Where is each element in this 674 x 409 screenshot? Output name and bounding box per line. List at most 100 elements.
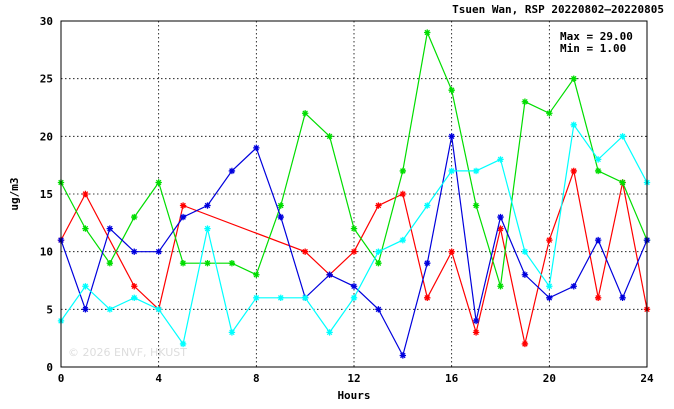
series-3-point-13 <box>375 248 382 255</box>
series-1-point-10 <box>301 110 309 117</box>
series-2-point-4 <box>155 248 162 255</box>
series-1-point-16 <box>448 87 455 94</box>
y-tick-label-2: 10 <box>40 246 53 259</box>
series-3-point-5 <box>179 340 187 348</box>
x-tick-label-6: 24 <box>640 372 654 385</box>
series-3-point-9 <box>277 294 284 301</box>
series-0-point-13 <box>497 225 504 232</box>
series-3-point-21 <box>570 121 577 128</box>
series-0-point-15 <box>546 236 553 244</box>
series-2-point-5 <box>179 213 187 221</box>
series-2-point-17 <box>472 317 480 325</box>
series-0-point-14 <box>521 340 529 348</box>
series-3-point-14 <box>399 236 407 244</box>
series-2-point-20 <box>546 294 553 301</box>
series-2-point-18 <box>497 213 504 221</box>
grid <box>61 21 647 367</box>
series-0-point-2 <box>131 283 138 290</box>
series-3-point-17 <box>472 167 480 175</box>
series-3-point-22 <box>594 156 602 163</box>
series-2-point-3 <box>131 248 138 255</box>
series-2-point-13 <box>375 306 382 313</box>
series-2-point-22 <box>594 236 602 244</box>
y-tick-label-6: 30 <box>40 15 53 28</box>
series-2-point-6 <box>204 202 211 209</box>
x-tick-labels: 0 4 8 12 16 20 24 <box>58 372 654 385</box>
series-3-point-16 <box>448 167 455 175</box>
series-1-point-9 <box>277 202 284 209</box>
max-label: Max = 29.00 <box>560 30 633 43</box>
series-3-point-15 <box>424 202 431 209</box>
watermark: © 2026 ENVF, HKUST <box>68 346 187 359</box>
series-group <box>57 29 651 359</box>
series-1-point-23 <box>619 179 626 186</box>
series-1-point-3 <box>131 213 138 221</box>
series-1-point-11 <box>326 133 333 140</box>
series-1-point-1 <box>82 225 89 232</box>
series-1-point-22 <box>594 167 602 175</box>
series-1-point-20 <box>546 110 553 117</box>
y-tick-label-1: 5 <box>46 303 53 316</box>
series-3-point-20 <box>546 283 553 290</box>
series-2-point-21 <box>570 283 577 290</box>
x-axis-label: Hours <box>337 389 370 402</box>
y-tick-label-3: 15 <box>40 188 53 201</box>
series-0-point-4 <box>179 202 187 209</box>
series-0-point-11 <box>448 248 455 255</box>
series-0-point-8 <box>375 202 382 209</box>
series-1-point-6 <box>204 260 211 267</box>
series-0-point-7 <box>350 248 358 255</box>
y-tick-labels: 0 5 10 15 20 25 30 <box>40 15 53 374</box>
x-tick-label-4: 16 <box>445 372 459 385</box>
x-tick-label-3: 12 <box>347 372 360 385</box>
series-0-point-1 <box>82 190 89 198</box>
series-1-point-8 <box>253 271 260 278</box>
x-tick-label-1: 4 <box>155 372 162 385</box>
series-1-point-13 <box>375 260 382 267</box>
series-2-point-23 <box>619 294 626 301</box>
series-3-point-3 <box>131 294 138 301</box>
series-3-point-10 <box>301 294 309 301</box>
series-2-point-1 <box>82 306 89 313</box>
series-3-point-18 <box>497 156 504 163</box>
series-2-point-9 <box>277 213 284 221</box>
series-0-point-17 <box>594 294 602 301</box>
series-2-point-14 <box>399 352 407 359</box>
series-0-line <box>60 168 648 345</box>
series-3-point-4 <box>155 306 162 313</box>
series-2-point-2 <box>106 225 114 232</box>
series-1-point-7 <box>228 260 236 267</box>
series-3 <box>57 121 651 348</box>
series-2-point-12 <box>350 283 358 290</box>
series-3-point-6 <box>204 225 211 232</box>
series-3-point-19 <box>521 248 529 255</box>
series-3-point-8 <box>253 294 260 301</box>
series-1-point-18 <box>497 283 504 290</box>
series-2-point-7 <box>228 167 236 175</box>
series-1-point-19 <box>521 98 529 105</box>
series-2-point-19 <box>521 271 529 278</box>
y-tick-label-5: 25 <box>40 73 53 86</box>
series-2-point-15 <box>424 260 431 267</box>
series-1-line <box>60 30 648 287</box>
series-2-point-16 <box>448 133 455 140</box>
y-tick-label-0: 0 <box>46 361 53 374</box>
series-3-point-11 <box>326 329 333 336</box>
x-tick-label-2: 8 <box>253 372 260 385</box>
series-1-point-15 <box>424 29 431 36</box>
series-0-point-12 <box>472 329 480 336</box>
series-1-point-14 <box>399 167 407 175</box>
series-3-point-12 <box>350 294 358 301</box>
series-3-point-7 <box>228 329 236 336</box>
series-3-point-1 <box>82 283 89 290</box>
chart-title: Tsuen Wan, RSP 20220802–20220805 <box>452 3 664 16</box>
series-3-point-2 <box>106 306 114 313</box>
series-1-point-12 <box>350 225 358 232</box>
series-0-point-10 <box>424 294 431 301</box>
min-label: Min = 1.00 <box>560 42 626 55</box>
series-0-point-5 <box>301 248 309 255</box>
series-3-point-23 <box>619 133 626 140</box>
plot-frame <box>60 20 648 368</box>
y-tick-label-4: 20 <box>40 130 53 143</box>
